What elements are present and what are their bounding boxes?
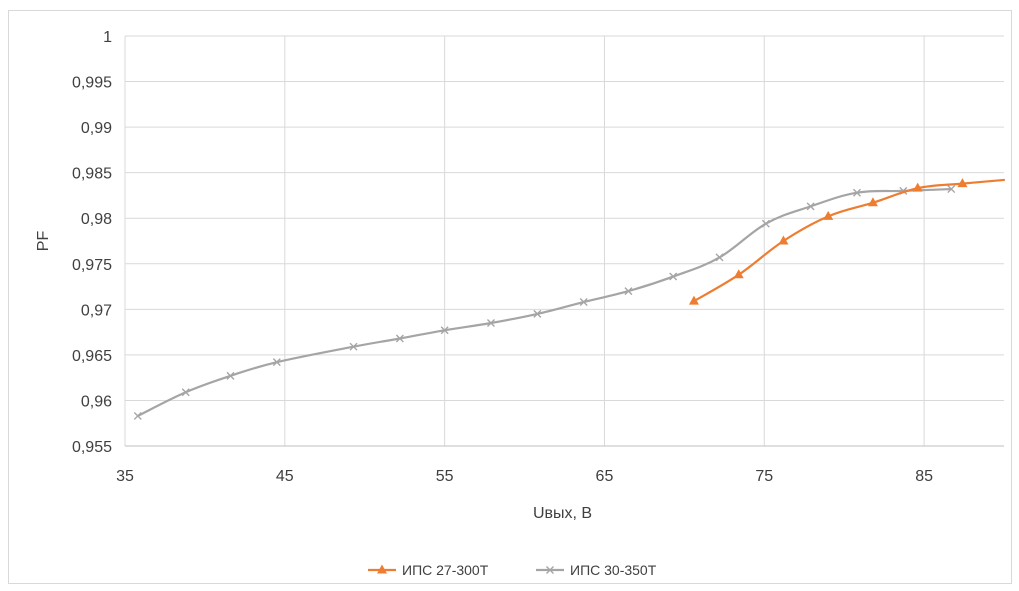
y-tick-label: 0,955 bbox=[72, 439, 112, 456]
x-marker bbox=[349, 342, 358, 351]
gridlines bbox=[124, 35, 1004, 446]
x-axis-title: Uвых, В bbox=[533, 505, 592, 522]
triangle-marker bbox=[688, 295, 699, 305]
legend: ИПС 27-300Т ИПС 30-350Т bbox=[368, 562, 657, 578]
y-tick-label: 0,98 bbox=[81, 211, 112, 228]
y-tick-label: 0,985 bbox=[72, 166, 112, 183]
series-layer bbox=[133, 178, 1006, 420]
x-marker bbox=[181, 388, 190, 397]
y-tick-label: 0,975 bbox=[72, 257, 112, 274]
series-line bbox=[136, 187, 953, 418]
triangle-marker bbox=[823, 210, 834, 220]
x-marker bbox=[440, 326, 449, 335]
y-tick-label: 1 bbox=[103, 29, 112, 46]
x-tick-label: 45 bbox=[276, 468, 294, 485]
x-marker bbox=[533, 309, 542, 318]
y-tick-label: 0,96 bbox=[81, 393, 112, 410]
x-marker bbox=[669, 272, 678, 281]
x-marker bbox=[226, 371, 235, 380]
x-tick-label: 85 bbox=[915, 468, 933, 485]
x-marker bbox=[715, 253, 724, 262]
y-tick-label: 0,965 bbox=[72, 348, 112, 365]
chart-frame bbox=[8, 10, 1012, 584]
triangle-marker bbox=[957, 178, 968, 188]
legend-label: ИПС 27-300Т bbox=[402, 562, 489, 578]
series-1 bbox=[688, 178, 1006, 305]
legend-label: ИПС 30-350Т bbox=[570, 562, 657, 578]
triangle-marker bbox=[778, 235, 789, 245]
y-axis-title: PF bbox=[35, 231, 52, 252]
x-marker bbox=[579, 298, 588, 307]
x-marker bbox=[852, 188, 861, 197]
y-axis-ticks: 0,955 0,96 0,965 0,97 0,975 0,98 0,985 0,99 0,99… bbox=[72, 29, 112, 456]
x-marker bbox=[546, 566, 554, 574]
legend-item-2: ИПС 30-350Т bbox=[536, 562, 657, 578]
x-marker bbox=[395, 334, 404, 343]
series-2 bbox=[133, 185, 956, 420]
x-tick-label: 35 bbox=[116, 468, 134, 485]
x-tick-label: 65 bbox=[596, 468, 614, 485]
x-axis-ticks: 35 45 55 65 75 85 bbox=[116, 468, 933, 485]
x-marker bbox=[133, 411, 142, 420]
x-tick-label: 55 bbox=[436, 468, 454, 485]
series-line bbox=[692, 178, 1006, 303]
triangle-marker bbox=[377, 564, 387, 574]
y-tick-label: 0,99 bbox=[81, 120, 112, 137]
y-tick-label: 0,995 bbox=[72, 75, 112, 92]
x-tick-label: 75 bbox=[755, 468, 773, 485]
triangle-marker bbox=[867, 197, 878, 207]
legend-item-1: ИПС 27-300Т bbox=[368, 562, 489, 578]
x-marker bbox=[272, 358, 281, 367]
x-marker bbox=[761, 219, 770, 228]
x-marker bbox=[806, 202, 815, 211]
x-marker bbox=[624, 287, 633, 296]
x-marker bbox=[947, 185, 956, 194]
x-marker bbox=[486, 319, 495, 327]
triangle-marker bbox=[733, 269, 744, 279]
y-tick-label: 0,97 bbox=[81, 302, 112, 319]
triangle-marker bbox=[912, 182, 923, 192]
